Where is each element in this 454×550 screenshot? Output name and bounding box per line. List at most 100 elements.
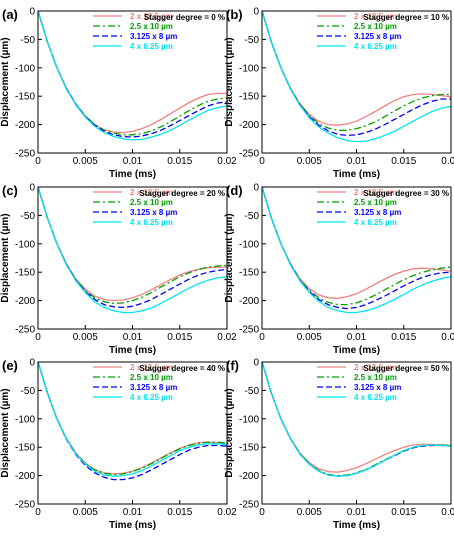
y-tick-label: -50	[21, 386, 36, 397]
y-tick-label: -200	[239, 120, 259, 131]
x-tick-label: 0.01	[347, 156, 367, 167]
x-tick-label: 0.02	[441, 507, 454, 518]
y-tick-label: 0	[29, 358, 35, 369]
series-line	[37, 361, 228, 481]
y-axis-title: Displacement (µm)	[224, 37, 235, 126]
panel-a: 0 0.005 0.01 0.015 0.02 0 -50 -100 -150 -200 -250 2…	[0, 7, 237, 181]
x-tick-label: 0.005	[73, 332, 98, 343]
series-line	[261, 186, 452, 306]
panel-label: (d)	[226, 183, 243, 198]
series-line	[37, 361, 228, 477]
annotation-text: Stagger degree = 0 %	[144, 13, 225, 22]
y-tick-label: -100	[15, 239, 35, 250]
y-tick-label: 0	[29, 7, 35, 18]
series-line	[261, 186, 452, 310]
y-tick-label: -100	[15, 414, 35, 425]
x-tick-label: 0.01	[123, 156, 143, 167]
legend-label: 2 x 12.5 µm	[130, 188, 173, 197]
x-tick-label: 0.02	[441, 156, 454, 167]
x-tick-label: 0	[259, 332, 265, 343]
x-axis-title: Time (ms)	[333, 345, 380, 356]
legend-label: 2 x 12.5 µm	[354, 12, 397, 21]
y-tick-label: -100	[15, 63, 35, 74]
y-tick-label: 0	[253, 183, 259, 194]
y-tick-label: -50	[245, 211, 260, 222]
x-tick-label: 0.01	[123, 507, 143, 518]
x-tick-label: 0.01	[347, 507, 367, 518]
x-tick-label: 0.015	[391, 332, 416, 343]
y-tick-label: -250	[15, 325, 35, 336]
legend-label: 4 x 6.25 µm	[130, 393, 173, 402]
legend-label: 3.125 x 8 µm	[130, 208, 177, 217]
y-axis-title: Displacement (µm)	[0, 37, 11, 126]
y-tick-label: -200	[239, 296, 259, 307]
x-tick-label: 0.015	[167, 507, 192, 518]
panel-b: 0 0.005 0.01 0.015 0.02 0 -50 -100 -150 -200 -250 2…	[224, 7, 454, 181]
plot-frame	[261, 361, 452, 505]
y-tick-label: -100	[239, 239, 259, 250]
y-tick-label: -250	[239, 500, 259, 511]
legend-label: 3.125 x 8 µm	[130, 383, 177, 392]
y-tick-label: -200	[239, 471, 259, 482]
series-line	[37, 186, 228, 305]
panel-label: (b)	[226, 7, 243, 22]
legend-label: 2 x 12.5 µm	[354, 188, 397, 197]
series-line	[37, 10, 228, 141]
x-tick-label: 0.015	[391, 156, 416, 167]
y-tick-label: -200	[15, 471, 35, 482]
legend-label: 2.5 x 10 µm	[130, 373, 173, 382]
y-tick-label: -250	[239, 325, 259, 336]
x-tick-label: 0.005	[297, 156, 322, 167]
legend-label: 2.5 x 10 µm	[130, 198, 173, 207]
x-tick-label: 0.01	[123, 332, 143, 343]
y-tick-label: 0	[253, 358, 259, 369]
series-line	[37, 186, 228, 309]
legend-label: 3.125 x 8 µm	[354, 383, 401, 392]
legend-label: 4 x 6.25 µm	[354, 393, 397, 402]
plot-frame	[261, 10, 452, 154]
legend-label: 4 x 6.25 µm	[130, 218, 173, 227]
y-tick-label: -250	[15, 149, 35, 160]
x-tick-label: 0.02	[217, 156, 237, 167]
series-line	[37, 10, 228, 138]
x-tick-label: 0	[259, 507, 265, 518]
panel-f: 0 0.005 0.01 0.015 0.02 0 -50 -100 -150 -200 -250 2…	[224, 358, 454, 532]
series-line	[261, 186, 452, 299]
x-tick-label: 0.02	[217, 332, 237, 343]
y-tick-label: -150	[15, 92, 35, 103]
y-tick-label: -50	[245, 386, 260, 397]
annotation-text: Stagger degree = 50 %	[363, 364, 449, 373]
legend-label: 2 x 12.5 µm	[130, 12, 173, 21]
legend-label: 2.5 x 10 µm	[354, 373, 397, 382]
panel-label: (a)	[2, 7, 18, 22]
series-line	[261, 10, 452, 143]
x-axis-title: Time (ms)	[109, 520, 156, 531]
y-tick-label: -50	[245, 35, 260, 46]
series-line	[37, 186, 228, 314]
x-tick-label: 0.005	[297, 332, 322, 343]
legend-label: 4 x 6.25 µm	[354, 42, 397, 51]
legend-label: 2.5 x 10 µm	[354, 198, 397, 207]
legend-label: 4 x 6.25 µm	[130, 42, 173, 51]
y-tick-label: -100	[239, 414, 259, 425]
x-tick-label: 0	[35, 332, 41, 343]
plot-frame	[37, 186, 228, 330]
legend-label: 3.125 x 8 µm	[354, 32, 401, 41]
y-tick-label: -200	[15, 296, 35, 307]
legend-label: 3.125 x 8 µm	[354, 208, 401, 217]
y-axis-title: Displacement (µm)	[0, 213, 11, 302]
annotation-text: Stagger degree = 20 %	[139, 189, 225, 198]
x-tick-label: 0.005	[73, 507, 98, 518]
annotation-text: Stagger degree = 40 %	[139, 364, 225, 373]
x-tick-label: 0.015	[167, 156, 192, 167]
y-axis-title: Displacement (µm)	[224, 388, 235, 477]
legend-label: 3.125 x 8 µm	[130, 32, 177, 41]
x-tick-label: 0.015	[391, 507, 416, 518]
y-tick-label: -250	[239, 149, 259, 160]
panel-d: 0 0.005 0.01 0.015 0.02 0 -50 -100 -150 -200 -250 2…	[224, 183, 454, 357]
series-line	[261, 361, 452, 477]
y-tick-label: -50	[21, 211, 36, 222]
y-tick-label: -200	[15, 120, 35, 131]
y-axis-title: Displacement (µm)	[224, 213, 235, 302]
